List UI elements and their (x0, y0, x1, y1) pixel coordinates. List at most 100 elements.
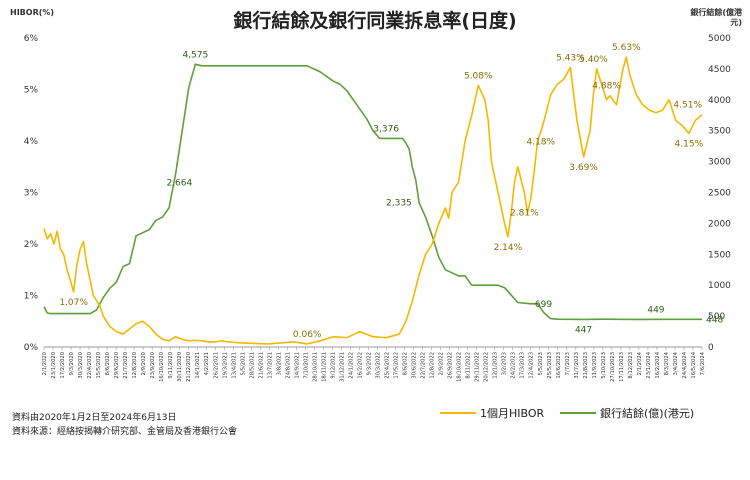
x-tick-label: 17/2/2020 (60, 352, 66, 379)
x-tick-label: 16/2/2024 (655, 351, 661, 378)
data-label: 4.51% (673, 101, 702, 111)
right-tick-label: 4500 (708, 65, 731, 75)
data-label: 2,664 (166, 178, 192, 188)
x-tick-label: 8/12/2023 (628, 352, 634, 379)
left-tick-label: 1% (24, 292, 39, 302)
x-tick-label: 7/7/2023 (565, 352, 571, 375)
x-tick-label: 28/10/2021 (312, 352, 318, 382)
right-tick-label: 3000 (708, 158, 731, 168)
x-tick-label: 14/1/2021 (195, 352, 201, 379)
x-tick-label: 24/1/2022 (348, 352, 354, 379)
x-tick-label: 3/4/2024 (673, 351, 679, 375)
x-tick-label: 29/6/2020 (114, 352, 120, 379)
x-tick-label: 31/7/2023 (574, 352, 580, 379)
x-tick-label: 29/11/2022 (475, 352, 481, 382)
data-label: 449 (647, 305, 664, 315)
right-tick-label: 4000 (708, 96, 731, 106)
data-label: 5.63% (612, 43, 641, 53)
x-tick-label: 23/1/2020 (51, 352, 57, 379)
x-tick-label: 26/9/2022 (448, 352, 454, 379)
x-tick-label: 13/7/2021 (267, 352, 273, 379)
data-label: 5.08% (464, 71, 493, 81)
x-tick-label: 9/11/2020 (168, 352, 174, 379)
x-tick-label: 7/6/2024 (700, 351, 706, 375)
data-label: 1.07% (59, 298, 88, 308)
data-label: 4.18% (526, 138, 555, 148)
x-tick-label: 18/11/2021 (321, 352, 327, 382)
legend-balance-label: 銀行結餘(億)(港元) (600, 407, 695, 420)
x-tick-label: 9/12/2021 (330, 352, 336, 379)
x-tick-label: 11/9/2023 (592, 352, 598, 379)
x-tick-label: 7/10/2021 (303, 352, 309, 379)
x-tick-label: 2/9/2020 (141, 352, 147, 375)
x-tick-label: 27/10/2023 (610, 352, 616, 382)
x-tick-label: 8/11/2022 (466, 352, 472, 379)
x-tick-label: 12/8/2020 (132, 352, 138, 379)
data-label: 4,575 (182, 50, 208, 60)
x-tick-label: 5/10/2023 (601, 352, 607, 379)
x-tick-label: 16/2/2022 (357, 352, 363, 379)
x-tick-label: 14/9/2021 (294, 352, 300, 379)
data-label: 3.69% (569, 163, 598, 173)
right-tick-label: 1500 (708, 250, 731, 260)
x-tick-label: 21/12/2020 (186, 352, 192, 382)
data-label: 3,376 (373, 124, 399, 134)
x-tick-label: 16/6/2023 (556, 352, 562, 379)
x-tick-label: 16/5/2024 (691, 351, 697, 378)
x-tick-label: 24/2/2023 (511, 352, 517, 379)
x-tick-label: 4/2/2021 (204, 352, 210, 375)
x-tick-label: 26/2/2021 (213, 352, 219, 379)
right-axis-title: 銀行結餘(億港元) (690, 8, 742, 27)
x-tick-label: 9/3/2020 (69, 352, 75, 375)
source-note: 資料來源：經絡按揭轉介研究部、金管局及香港銀行公會 (12, 427, 238, 437)
left-tick-label: 0% (24, 343, 39, 353)
legend-hibor-swatch (440, 412, 476, 414)
data-label: 5.40% (579, 55, 608, 65)
data-label: 5.43% (556, 53, 585, 63)
data-label: 0.06% (293, 330, 322, 340)
x-tick-label: 12/8/2022 (430, 352, 436, 379)
data-label: 448 (706, 315, 723, 325)
data-label: 4.15% (675, 139, 704, 149)
x-tick-label: 5/5/2021 (240, 352, 246, 375)
x-tick-label: 2/1/2024 (637, 351, 643, 375)
x-tick-label: 18/10/2022 (457, 352, 463, 382)
right-tick-label: 500 (708, 312, 725, 322)
left-tick-label: 6% (24, 34, 39, 44)
x-tick-label: 8/6/2020 (105, 352, 111, 375)
right-tick-label: 1000 (708, 281, 731, 291)
x-tick-label: 13/4/2021 (231, 352, 237, 379)
x-tick-label: 30/6/2022 (412, 352, 418, 379)
data-label: 2,335 (386, 199, 412, 209)
x-tick-label: 9/3/2022 (366, 352, 372, 375)
x-tick-label: 16/10/2020 (159, 352, 165, 382)
x-tick-label: 12/4/2023 (529, 352, 535, 379)
right-tick-label: 0 (708, 343, 714, 353)
x-tick-label: 21/6/2021 (258, 352, 264, 379)
x-tick-label: 31/12/2021 (339, 352, 345, 382)
x-tick-label: 3/8/2021 (276, 352, 282, 375)
x-tick-label: 3/2/2023 (502, 352, 508, 375)
x-tick-label: 28/5/2021 (249, 352, 255, 379)
x-tick-label: 21/7/2020 (123, 352, 129, 379)
legend-balance: 銀行結餘(億)(港元) (560, 405, 694, 421)
left-axis-title: HIBOR(%) (10, 8, 55, 17)
right-tick-label: 5000 (708, 34, 731, 44)
x-tick-label: 25/5/2023 (547, 352, 553, 379)
data-label: 2.14% (494, 243, 523, 253)
left-tick-label: 2% (24, 240, 39, 250)
right-tick-label: 2000 (708, 219, 731, 229)
x-tick-label: 19/3/2021 (222, 352, 228, 379)
x-tick-label: 30/3/2022 (376, 352, 382, 379)
x-tick-label: 30/3/2020 (78, 352, 84, 379)
left-tick-label: 3% (24, 189, 39, 199)
x-tick-label: 2/9/2022 (439, 352, 445, 375)
data-label: 447 (575, 325, 592, 335)
x-tick-label: 25/4/2022 (385, 352, 391, 379)
right-tick-label: 2500 (708, 189, 731, 199)
x-tick-label: 17/5/2022 (394, 352, 400, 379)
series-line-hibor (43, 56, 703, 345)
right-tick-label: 3500 (708, 127, 731, 137)
left-tick-label: 5% (24, 86, 39, 96)
x-tick-label: 8/6/2022 (403, 352, 409, 375)
